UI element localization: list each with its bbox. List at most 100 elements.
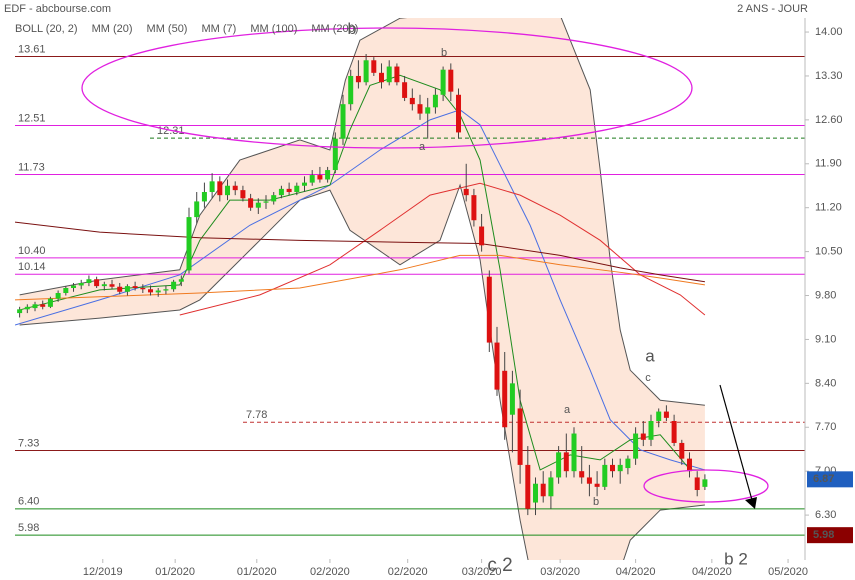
candle-body <box>24 306 30 310</box>
level-label: 10.14 <box>18 261 46 273</box>
candle-body <box>663 411 669 418</box>
y-tick-label: 6.30 <box>815 509 836 521</box>
x-tick-label: 03/2020 <box>540 566 580 578</box>
legend-label: MM (50) <box>147 23 188 35</box>
candle-body <box>432 94 438 108</box>
chart-title: EDF - abcbourse.com <box>4 3 111 15</box>
annotation: b <box>593 496 599 508</box>
candle-body <box>594 483 600 487</box>
candle-body <box>294 185 300 193</box>
level-label: 12.51 <box>18 112 46 124</box>
candle-body <box>317 175 323 180</box>
level-label: 10.40 <box>18 245 46 257</box>
candle-body <box>55 293 61 299</box>
candle-body <box>340 104 346 139</box>
legend: BOLL (20, 2) MM (20) MM (50) MM (7) MM (100)… <box>15 23 358 35</box>
candle-body <box>348 75 354 105</box>
candle-body <box>286 188 292 193</box>
legend-label: MM (7) <box>201 23 236 35</box>
candle-body <box>602 464 608 487</box>
candle-body <box>679 442 685 459</box>
candle-body <box>463 188 469 196</box>
candle-body <box>556 452 562 478</box>
candle-body <box>371 60 377 73</box>
candle-body <box>248 198 254 208</box>
candle-body <box>540 483 546 497</box>
candle-body <box>640 433 646 440</box>
legend-label: MM (100) <box>250 23 297 35</box>
legend-label: BOLL (20, 2) <box>15 23 78 35</box>
candle-body <box>148 289 154 293</box>
candle-body <box>78 282 84 286</box>
x-tick-label: 02/2020 <box>310 566 350 578</box>
candle-body <box>302 182 308 186</box>
x-tick-label: 01/2020 <box>155 566 195 578</box>
candle-body <box>563 452 569 472</box>
x-tick-label: 12/2019 <box>83 566 123 578</box>
chart-subtitle: 2 ANS - JOUR <box>737 3 808 15</box>
y-tick-label: 11.90 <box>815 158 842 170</box>
candle-body <box>101 284 107 287</box>
candle-body <box>94 279 100 287</box>
level-label: 11.73 <box>18 161 45 173</box>
x-tick-label: 04/2020 <box>692 566 732 578</box>
candle-body <box>687 458 693 472</box>
candle-body <box>486 276 492 343</box>
arrow-head <box>745 497 757 509</box>
candle-body <box>509 383 515 415</box>
candle-body <box>47 298 53 307</box>
axes: 14.00 13.30 12.60 11.90 11.20 10.50 9.80 9.10 8.… <box>83 26 843 578</box>
band-upper <box>19 18 705 406</box>
candle-body <box>171 281 177 290</box>
ma-line <box>15 221 705 283</box>
annotation: c 2 <box>487 555 512 576</box>
band-fill <box>19 18 705 560</box>
ma-line <box>15 254 705 301</box>
candle-body <box>155 290 161 293</box>
level-label: 13.61 <box>18 43 46 55</box>
candle-body <box>456 94 462 133</box>
annotation: c <box>645 372 651 384</box>
candle-body <box>440 69 446 95</box>
candle-body <box>240 190 246 199</box>
candle-body <box>648 420 654 440</box>
candle-body <box>586 477 592 484</box>
y-tick-label: 11.20 <box>815 202 842 214</box>
candle-body <box>255 202 261 208</box>
candle-body <box>263 201 269 203</box>
y-tick-label: 10.50 <box>815 246 843 258</box>
candle-body <box>232 185 238 191</box>
candle-body <box>63 287 69 294</box>
candle-body <box>109 284 115 287</box>
candle-body <box>494 342 500 390</box>
candle-body <box>379 72 385 83</box>
y-tick-label: 13.30 <box>815 70 843 82</box>
bollinger <box>19 18 705 560</box>
candle-body <box>355 75 361 83</box>
candle-body <box>417 104 423 114</box>
y-tick-label: 12.60 <box>815 114 843 126</box>
candle-body <box>124 286 130 292</box>
candle-body <box>71 285 77 288</box>
price-tag-label: 5.98 <box>813 529 834 541</box>
candle-body <box>309 175 315 183</box>
ma-line <box>19 74 705 471</box>
candle-body <box>40 304 46 307</box>
annotation: a <box>645 346 655 365</box>
candle-body <box>201 192 207 202</box>
candle-body <box>217 181 223 196</box>
level-label: 7.78 <box>246 409 267 421</box>
candle-body <box>386 66 392 83</box>
y-tick-label: 9.80 <box>815 289 836 301</box>
candle-body <box>633 433 639 459</box>
x-tick-label: 02/2020 <box>388 566 428 578</box>
y-tick-label: 9.10 <box>815 333 836 345</box>
ma-line <box>179 182 706 316</box>
candle-body <box>17 309 23 314</box>
annotation: a <box>564 404 571 416</box>
price-tag <box>807 527 853 544</box>
annotation: b <box>441 47 447 59</box>
ma-line <box>15 109 706 471</box>
